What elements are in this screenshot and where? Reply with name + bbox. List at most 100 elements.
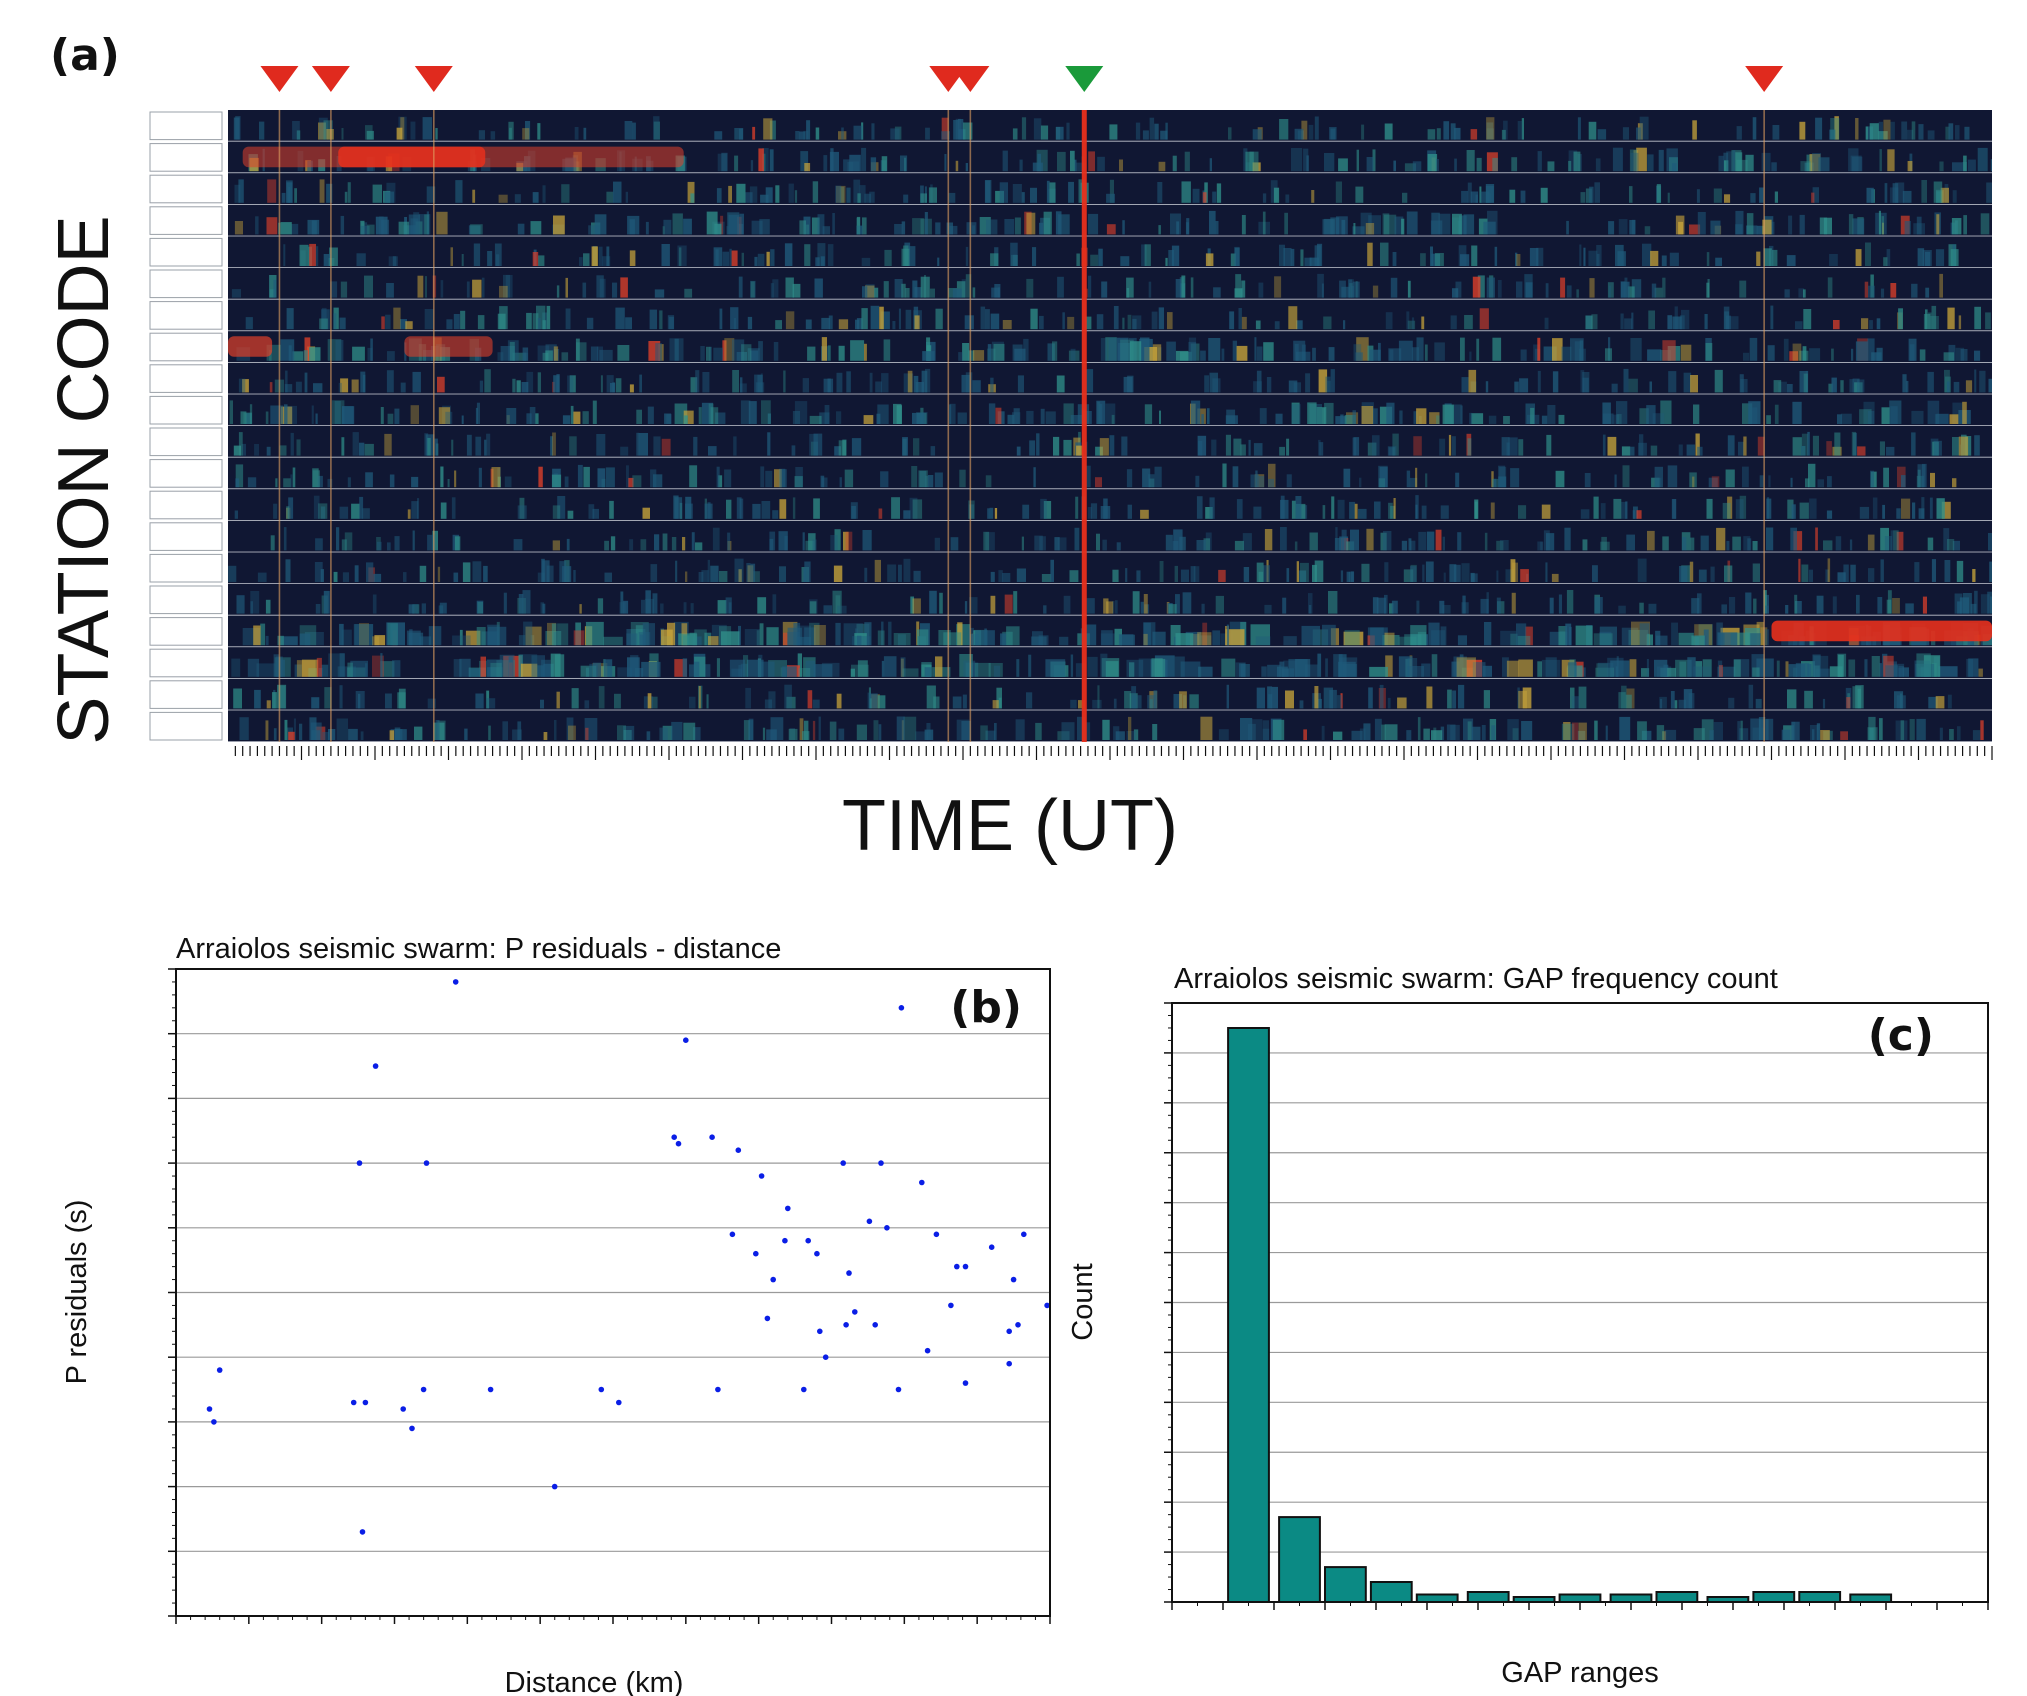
spectrogram-texture: [808, 533, 816, 551]
spectrogram-texture: [1324, 153, 1335, 172]
event-marker: [260, 66, 299, 92]
station-label-box: [149, 553, 223, 583]
spectrogram-texture: [419, 565, 427, 582]
spectrogram-texture: [1512, 728, 1519, 740]
spectrogram-texture: [905, 309, 912, 330]
spectrogram-texture: [254, 444, 259, 456]
spectrogram-texture: [299, 723, 303, 740]
spectrogram-texture: [1887, 149, 1895, 172]
spectrogram-texture: [299, 633, 311, 646]
spectrogram-texture: [792, 411, 800, 424]
spectrogram-texture: [1460, 254, 1470, 266]
spectrogram-texture: [235, 464, 244, 488]
spectrogram-texture: [1049, 182, 1056, 203]
spectrogram-texture: [758, 341, 763, 361]
scatter-point: [356, 1160, 363, 1166]
spectrogram-texture: [1498, 476, 1507, 488]
spectrogram-texture: [1974, 435, 1980, 456]
spectrogram-texture: [689, 632, 697, 646]
spectrogram-texture: [1826, 441, 1832, 456]
spectrogram-texture: [1367, 442, 1377, 456]
spectrogram-texture: [1506, 442, 1510, 456]
spectrogram-texture: [1425, 473, 1428, 488]
spectrogram-texture: [1794, 594, 1798, 614]
spectrogram-texture: [1880, 527, 1889, 551]
spectrogram-texture: [1319, 442, 1324, 456]
spectrogram-texture: [1335, 527, 1338, 551]
spectrogram-texture: [1151, 658, 1163, 677]
spectrogram-texture: [1084, 624, 1097, 646]
spectrogram-texture: [615, 307, 625, 330]
spectrogram-texture: [387, 413, 394, 424]
spectrogram-texture: [1717, 666, 1736, 677]
spectrogram-texture: [336, 527, 340, 551]
spectrogram-texture: [933, 696, 940, 709]
spectrogram-texture: [1607, 657, 1624, 677]
spectrogram-texture: [1043, 501, 1052, 519]
spectrogram-texture: [798, 668, 811, 677]
spectrogram-texture: [413, 604, 419, 614]
spectrogram-texture: [1904, 221, 1911, 235]
spectrogram-texture: [1877, 597, 1883, 614]
spectrogram-texture: [1669, 252, 1679, 266]
spectrogram-texture: [1352, 226, 1365, 235]
spectrogram-texture: [1735, 224, 1743, 235]
spectrogram-texture: [477, 315, 485, 330]
spectrogram-texture: [359, 623, 369, 646]
spectrogram-texture: [435, 128, 438, 140]
spectrogram-texture: [1406, 730, 1412, 740]
spectrogram-texture: [871, 123, 875, 140]
scatter-point: [409, 1425, 415, 1432]
spectrogram-texture: [1359, 477, 1362, 488]
spectrogram-texture: [952, 696, 962, 709]
spectrogram-texture: [1632, 510, 1636, 519]
spectrogram-texture: [293, 718, 296, 740]
spectrogram-texture: [926, 723, 931, 740]
spectrogram-texture: [1234, 247, 1240, 266]
spectrogram-texture: [770, 283, 774, 298]
spectrogram-texture: [984, 628, 987, 646]
spectrogram-texture: [1935, 696, 1945, 709]
spectrogram-texture: [818, 716, 821, 740]
spectrogram-texture: [1365, 223, 1375, 235]
scatter-point: [423, 1160, 430, 1166]
spectrogram-texture: [1615, 666, 1618, 677]
spectrogram-texture: [1122, 317, 1125, 330]
spectrogram-texture: [1596, 663, 1608, 677]
spectrogram-texture: [853, 125, 863, 140]
spectrogram-texture: [1630, 152, 1639, 172]
spectrogram-texture: [903, 245, 909, 266]
spectrogram-texture: [1772, 125, 1780, 140]
spectrogram-texture: [1639, 116, 1649, 140]
spectrogram-texture: [1476, 157, 1482, 172]
spectrogram-texture: [1288, 380, 1298, 393]
spectrogram-texture: [1274, 276, 1282, 298]
spectrogram-texture: [792, 497, 796, 519]
spectrogram-texture: [770, 717, 784, 740]
spectrogram-texture: [898, 308, 901, 330]
spectrogram-texture: [344, 532, 353, 551]
spectrogram-texture: [704, 664, 711, 677]
spectrogram-texture: [583, 127, 587, 140]
spectrogram-texture: [1283, 636, 1297, 646]
spectrogram-texture: [1300, 249, 1304, 266]
spectrogram-texture: [1765, 718, 1774, 740]
spectrogram-texture: [1537, 151, 1542, 172]
spectrogram-texture: [916, 412, 928, 424]
spectrogram-texture: [986, 219, 998, 235]
spectrogram-texture: [769, 120, 776, 140]
spectrogram-texture: [774, 469, 782, 488]
spectrogram-texture: [1241, 316, 1247, 330]
spectrogram-texture: [948, 404, 952, 424]
spectrogram-texture: [426, 211, 429, 235]
event-marker: [951, 66, 990, 92]
spectrogram-texture: [1341, 219, 1346, 235]
spectrogram-texture: [1023, 338, 1029, 361]
spectrogram-texture: [359, 442, 365, 456]
spectrogram-texture: [1298, 570, 1307, 582]
spectrogram-texture: [1840, 413, 1852, 424]
spectrogram-texture: [1649, 381, 1652, 393]
spectrogram-texture: [671, 721, 683, 740]
spectrogram-texture: [1729, 597, 1736, 614]
spectrogram-texture: [772, 594, 777, 614]
